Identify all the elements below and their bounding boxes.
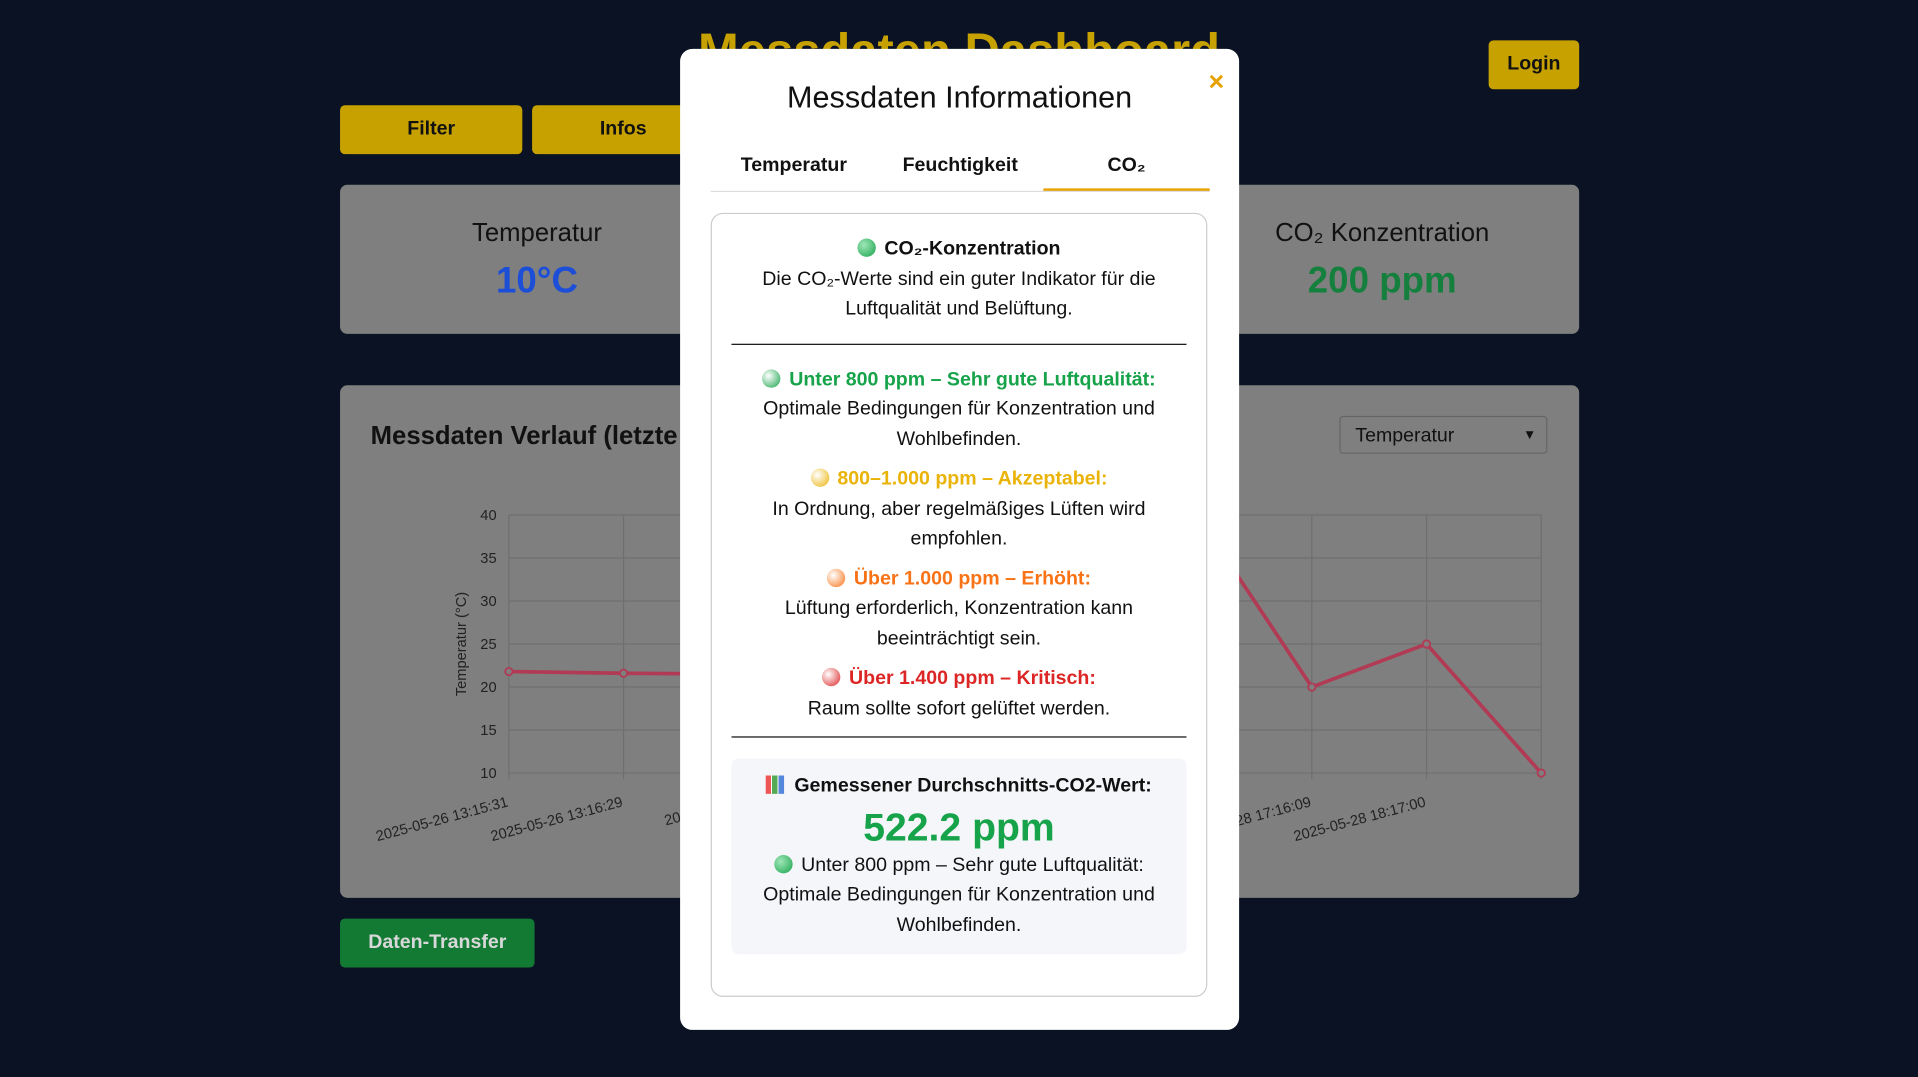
tab[interactable]: Temperatur	[740, 155, 847, 177]
divider	[731, 736, 1187, 738]
divider	[731, 343, 1187, 345]
level-heading-text: 800–1.000 ppm – Akzeptabel:	[837, 468, 1108, 490]
average-value: 522.2 ppm	[863, 804, 1055, 849]
card-value: 10°C	[495, 260, 578, 301]
card-label: CO₂ Konzentration	[1275, 218, 1490, 248]
icon	[762, 368, 781, 388]
level-heading: Unter 800 ppm – Sehr gute Luftqualität:	[731, 365, 1186, 395]
y-tick-label: 20	[480, 680, 496, 696]
x-tick-label: 2025-05-28 18:17:00	[1292, 794, 1428, 845]
info-modal: Messdaten Informationen × Temperatur Feu…	[680, 48, 1240, 1030]
icon	[810, 468, 829, 487]
y-tick-label: 15	[480, 723, 496, 739]
tab[interactable]: Feuchtigkeit	[902, 155, 1018, 177]
levels: Unter 800 ppm – Sehr gute Luftqualität: O…	[731, 365, 1186, 724]
level-text: Raum sollte sofort gelüftet werden.	[807, 697, 1111, 719]
y-tick-label: 40	[480, 508, 496, 524]
point	[1307, 682, 1317, 692]
level-heading: Über 1.000 ppm – Erhöht:	[731, 565, 1186, 595]
point	[504, 666, 514, 677]
level-heading-text: Unter 800 ppm – Sehr gute Luftqualität:	[789, 368, 1156, 390]
level-text: Optimale Bedingungen für Konzentration u…	[763, 398, 1155, 450]
y-tick-label: 25	[480, 637, 496, 653]
average-box: Gemessener Durchschnitts-CO2-Wert: 522.2…	[731, 758, 1187, 955]
login-button[interactable]: Login	[1488, 40, 1580, 90]
level-heading-text: Über 1.000 ppm – Erhöht:	[853, 568, 1091, 589]
chart-icon	[766, 775, 785, 794]
level-heading-text: Über 1.400 ppm – Kritisch:	[848, 667, 1096, 689]
card-value: 200 ppm	[1307, 260, 1457, 301]
average-verdict: Unter 800 ppm – Sehr gute Luftqualität: …	[763, 854, 1155, 936]
filter-button[interactable]: Filter	[340, 105, 523, 155]
select-value: Temperatur	[1355, 425, 1455, 447]
icon	[822, 667, 841, 687]
tab[interactable]: CO₂	[1043, 147, 1210, 191]
y-tick-label: 30	[480, 594, 496, 610]
card-label: Temperatur	[472, 218, 602, 248]
icon	[826, 568, 846, 587]
metric-select[interactable]: Temperatur ▼	[1339, 415, 1548, 454]
icon	[857, 238, 876, 257]
chart-title: Messdaten Verlauf (letzte 10	[370, 422, 714, 451]
level: Über 1.000 ppm – Erhöht: Lüftung erforder…	[731, 565, 1186, 655]
average-heading: Gemessener Durchschnitts-CO2-Wert:	[794, 775, 1152, 797]
level-heading: Über 1.400 ppm – Kritisch:	[731, 664, 1186, 694]
intro-text: Die CO₂-Werte sind ein guter Indikator f…	[762, 268, 1156, 320]
info-box: CO₂-Konzentration Die CO₂-Werte sind ein…	[710, 212, 1208, 997]
x-tick-label: 2025-05-26 13:15:31	[374, 794, 510, 845]
transfer-button[interactable]: Daten-Transfer	[340, 918, 535, 968]
level: Unter 800 ppm – Sehr gute Luftqualität: O…	[731, 365, 1186, 455]
icon	[774, 854, 793, 873]
x-tick-label: 2025-05-26 13:16:29	[489, 794, 625, 845]
y-tick-label: 35	[480, 551, 496, 567]
intro-heading: CO₂-Konzentration	[884, 238, 1061, 260]
close-button[interactable]: ×	[1208, 66, 1225, 97]
level-text: Lüftung erforderlich, Konzentration kann…	[784, 598, 1134, 649]
level-text: In Ordnung, aber regelmäßiges Lüften wir…	[772, 498, 1146, 550]
y-axis-label: Temperatur (°C)	[454, 592, 470, 696]
point	[1536, 768, 1546, 778]
y-tick-label: 10	[480, 766, 496, 782]
modal-title: Messdaten Informationen	[787, 80, 1133, 115]
level: 800–1.000 ppm – Akzeptabel: In Ordnung, a…	[731, 465, 1186, 555]
point	[618, 668, 629, 678]
level: Über 1.400 ppm – Kritisch: Raum sollte so…	[731, 664, 1186, 724]
point	[1421, 639, 1432, 649]
tabs: Temperatur Feuchtigkeit CO₂	[710, 147, 1210, 193]
level-heading: 800–1.000 ppm – Akzeptabel:	[731, 465, 1186, 495]
